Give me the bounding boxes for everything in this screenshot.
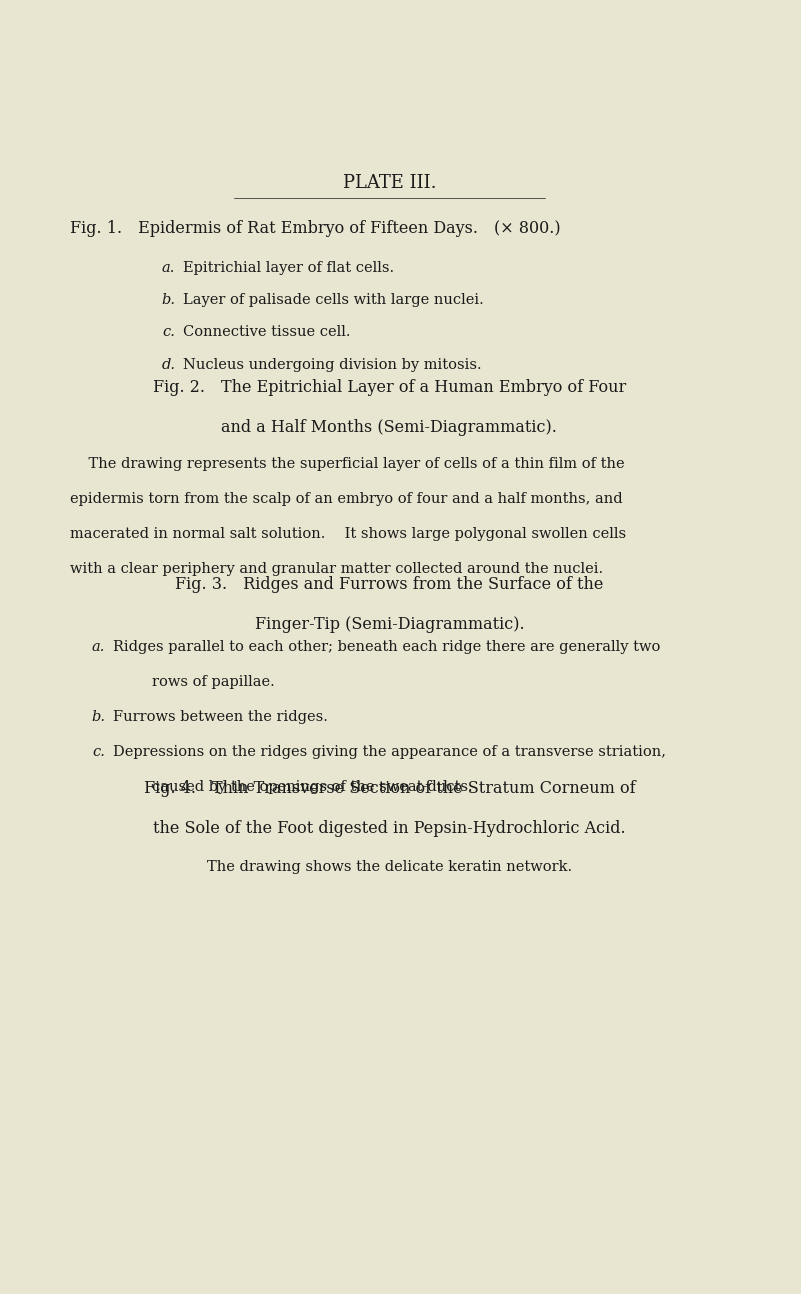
Text: Fig. 4. Thin Transverse Section of the Stratum Corneum of: Fig. 4. Thin Transverse Section of the S…: [143, 780, 635, 797]
Text: a.: a.: [92, 639, 105, 653]
Text: Fig. 2. The Epitrichial Layer of a Human Embryo of Four: Fig. 2. The Epitrichial Layer of a Human…: [153, 379, 626, 396]
Text: Depressions on the ridges giving the appearance of a transverse striation,: Depressions on the ridges giving the app…: [113, 744, 666, 758]
Text: c.: c.: [163, 325, 175, 339]
Text: PLATE III.: PLATE III.: [343, 173, 436, 192]
Text: rows of papillae.: rows of papillae.: [152, 674, 275, 688]
Text: macerated in normal salt solution.  It shows large polygonal swollen cells: macerated in normal salt solution. It sh…: [70, 527, 626, 541]
Text: b.: b.: [161, 292, 175, 307]
Text: Furrows between the ridges.: Furrows between the ridges.: [113, 709, 328, 723]
Text: The drawing shows the delicate keratin network.: The drawing shows the delicate keratin n…: [207, 859, 572, 873]
Text: d.: d.: [161, 357, 175, 371]
Text: Fig. 1. Epidermis of Rat Embryo of Fifteen Days. (× 800.): Fig. 1. Epidermis of Rat Embryo of Fifte…: [70, 220, 561, 237]
Text: with a clear periphery and granular matter collected around the nuclei.: with a clear periphery and granular matt…: [70, 562, 603, 576]
Text: b.: b.: [91, 709, 105, 723]
Text: and a Half Months (Semi-Diagrammatic).: and a Half Months (Semi-Diagrammatic).: [221, 419, 557, 436]
Text: epidermis torn from the scalp of an embryo of four and a half months, and: epidermis torn from the scalp of an embr…: [70, 492, 622, 506]
Text: Nucleus undergoing division by mitosis.: Nucleus undergoing division by mitosis.: [183, 357, 481, 371]
Text: Epitrichial layer of flat cells.: Epitrichial layer of flat cells.: [183, 260, 394, 274]
Text: a.: a.: [162, 260, 175, 274]
Text: Layer of palisade cells with large nuclei.: Layer of palisade cells with large nucle…: [183, 292, 484, 307]
Text: The drawing represents the superficial layer of cells of a thin film of the: The drawing represents the superficial l…: [70, 457, 625, 471]
Text: Finger-Tip (Semi-Diagrammatic).: Finger-Tip (Semi-Diagrammatic).: [255, 616, 524, 633]
Text: Fig. 3. Ridges and Furrows from the Surface of the: Fig. 3. Ridges and Furrows from the Surf…: [175, 576, 604, 593]
Text: Ridges parallel to each other; beneath each ridge there are generally two: Ridges parallel to each other; beneath e…: [113, 639, 660, 653]
Text: the Sole of the Foot digested in Pepsin-Hydrochloric Acid.: the Sole of the Foot digested in Pepsin-…: [153, 820, 626, 837]
Text: Connective tissue cell.: Connective tissue cell.: [183, 325, 351, 339]
Text: caused by the openings of the sweat-ducts.: caused by the openings of the sweat-duct…: [152, 779, 473, 793]
Text: c.: c.: [92, 744, 105, 758]
